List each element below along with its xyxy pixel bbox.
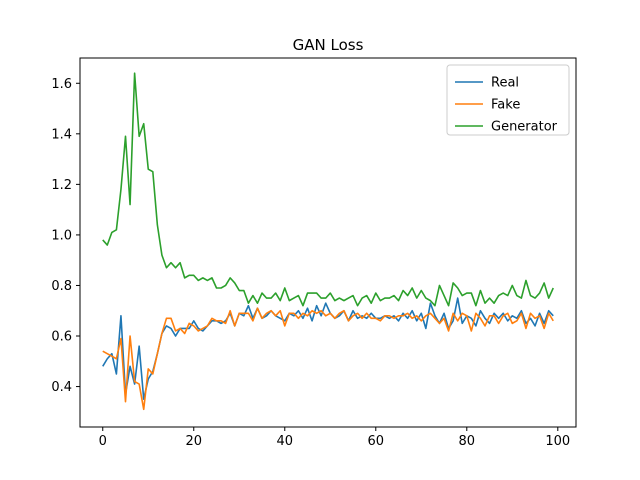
y-tick-label: 1.0 xyxy=(51,228,72,243)
x-tick-label: 20 xyxy=(185,434,202,449)
x-tick-label: 100 xyxy=(545,434,570,449)
y-tick-label: 0.4 xyxy=(51,380,72,395)
plot-frame xyxy=(79,57,577,428)
y-tick-label: 0.8 xyxy=(51,279,72,294)
x-tick-label: 0 xyxy=(99,434,107,449)
y-tick-label: 1.4 xyxy=(51,127,72,142)
legend: Real Fake Generator xyxy=(446,64,570,136)
series-line-generator xyxy=(102,72,554,307)
x-tick-label: 60 xyxy=(368,434,385,449)
chart-title: GAN Loss xyxy=(293,36,364,54)
legend-label-fake: Fake xyxy=(491,98,520,113)
series-line-real xyxy=(102,297,554,401)
series-line-fake xyxy=(102,307,554,411)
legend-label-generator: Generator xyxy=(491,120,558,135)
x-tick-label: 80 xyxy=(459,434,476,449)
plot-series xyxy=(102,72,554,411)
y-tick-label: 0.6 xyxy=(51,330,72,345)
legend-label-real: Real xyxy=(491,76,519,91)
y-tick-label: 1.2 xyxy=(51,178,72,193)
x-tick-label: 40 xyxy=(276,434,293,449)
axis-ticks: 0 20 40 60 80 100 0.4 0.6 0.8 1.0 1.2 1.4 1.6 xyxy=(51,77,570,449)
y-tick-label: 1.6 xyxy=(51,77,72,92)
